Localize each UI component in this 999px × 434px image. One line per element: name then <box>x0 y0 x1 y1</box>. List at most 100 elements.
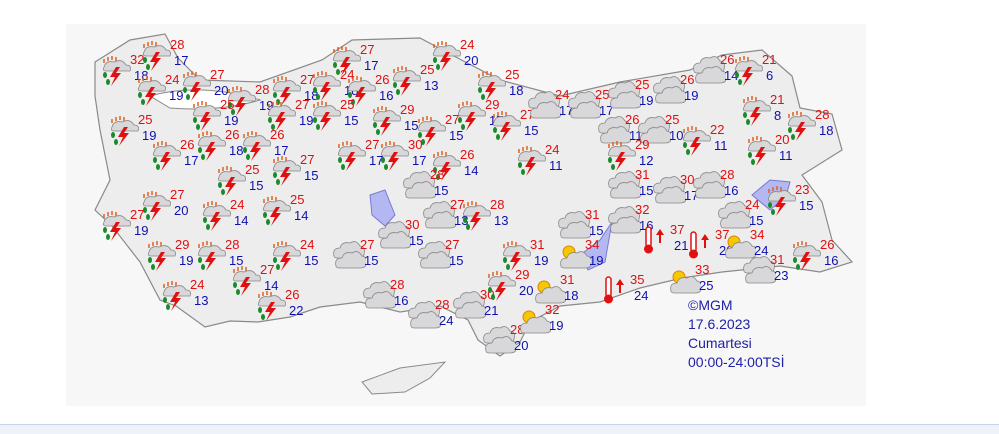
weather-station: 32 18 <box>100 52 152 89</box>
weather-station: 27 17 <box>330 42 382 79</box>
date-label: 17.6.2023 <box>688 316 751 332</box>
max-temp: 27 <box>260 262 275 277</box>
min-temp: 16 <box>824 253 839 268</box>
weather-station: 24 19 <box>135 72 187 109</box>
cloudy-icon <box>608 81 641 109</box>
weather-station: 26 18 <box>195 127 247 164</box>
cloudy-icon <box>483 326 516 354</box>
max-temp: 27 <box>360 42 375 57</box>
cloudy-icon <box>408 301 441 329</box>
weather-station: 34 19 <box>555 237 607 274</box>
max-temp: 29 <box>515 267 530 282</box>
weather-station: 26 14 <box>430 147 482 184</box>
thunderstorm-rain-icon <box>202 201 231 231</box>
thunderstorm-rain-icon <box>337 141 366 171</box>
weather-station: 26 16 <box>345 72 397 109</box>
thunderstorm-rain-icon <box>267 101 296 131</box>
thunderstorm-rain-icon <box>487 271 516 301</box>
weather-station: 25 15 <box>215 162 267 199</box>
max-temp: 23 <box>795 182 810 197</box>
thunderstorm-rain-icon <box>102 211 131 241</box>
day-label: Cumartesi <box>688 335 752 351</box>
max-temp: 28 <box>255 82 270 97</box>
thunderstorm-rain-icon <box>312 71 341 101</box>
min-temp: 24 <box>634 288 649 303</box>
weather-station: 24 17 <box>525 87 577 124</box>
min-temp: 15 <box>249 178 264 193</box>
cloudy-icon <box>378 221 411 249</box>
min-temp: 16 <box>394 293 409 308</box>
max-temp: 26 <box>285 287 300 302</box>
weather-station: 31 19 <box>500 237 552 274</box>
weather-station: 27 17 <box>335 137 387 174</box>
max-temp: 26 <box>625 112 640 127</box>
weather-station: 25 14 <box>260 192 312 229</box>
weather-station: 28 15 <box>195 237 247 274</box>
weather-station: 30 15 <box>375 217 427 254</box>
max-temp: 25 <box>340 97 355 112</box>
weather-station: 27 20 <box>180 67 232 104</box>
thunderstorm-rain-icon <box>502 241 531 271</box>
min-temp: 17 <box>274 143 289 158</box>
thunderstorm-rain-icon <box>232 266 261 296</box>
thunderstorm-rain-icon <box>332 46 361 76</box>
weather-station: 26 16 <box>790 237 842 274</box>
thunderstorm-rain-icon <box>492 111 521 141</box>
min-temp: 21 <box>674 238 689 253</box>
min-temp: 15 <box>589 223 604 238</box>
weather-station: 25 19 <box>605 77 657 114</box>
thunderstorm-rain-icon <box>142 41 171 71</box>
max-temp: 28 <box>390 277 405 292</box>
max-temp: 29 <box>175 237 190 252</box>
thunderstorm-rain-icon <box>102 56 131 86</box>
weather-station: 28 24 <box>405 297 457 334</box>
min-temp: 17 <box>369 153 384 168</box>
cloudy-icon <box>528 91 561 119</box>
min-temp: 24 <box>439 313 454 328</box>
thunderstorm-rain-icon <box>217 166 246 196</box>
max-temp: 37 <box>715 227 730 242</box>
weather-station: 21 6 <box>732 52 784 89</box>
thunderstorm-rain-icon <box>182 71 211 101</box>
cloudy-icon <box>743 256 776 284</box>
thunderstorm-rain-icon <box>682 126 711 156</box>
min-temp: 13 <box>454 213 469 228</box>
cloudy-icon <box>653 176 686 204</box>
partly-cloudy-icon <box>560 245 591 269</box>
min-temp: 19 <box>142 128 157 143</box>
max-temp: 25 <box>665 112 680 127</box>
cloudy-icon <box>693 171 726 199</box>
partly-cloudy-icon <box>670 270 701 294</box>
weather-station: 25 18 <box>475 67 527 104</box>
min-temp: 18 <box>229 143 244 158</box>
cloudy-icon <box>333 241 366 269</box>
min-temp: 8 <box>774 108 782 123</box>
min-temp: 14 <box>464 163 479 178</box>
weather-station: 31 18 <box>530 272 582 309</box>
min-temp: 14 <box>724 68 739 83</box>
weather-station: 31 23 <box>740 252 792 289</box>
thunderstorm-rain-icon <box>767 186 796 216</box>
weather-station: 24 15 <box>715 197 767 234</box>
weather-station: 25 15 <box>310 97 362 134</box>
min-temp: 11 <box>714 138 728 153</box>
max-temp: 24 <box>300 237 315 252</box>
weather-station: 26 22 <box>255 287 307 324</box>
max-temp: 28 <box>490 197 505 212</box>
min-temp: 16 <box>379 88 394 103</box>
partly-cloudy-icon <box>535 280 566 304</box>
weather-station: 27 15 <box>270 152 322 189</box>
thunderstorm-rain-icon <box>517 146 546 176</box>
thunderstorm-rain-icon <box>262 196 291 226</box>
min-temp: 15 <box>434 183 449 198</box>
weather-station: 22 11 <box>680 122 732 159</box>
weather-station: 27 14 <box>230 262 282 299</box>
cloudy-icon <box>558 211 591 239</box>
max-temp: 27 <box>300 152 315 167</box>
min-temp: 19 <box>639 93 654 108</box>
max-temp: 25 <box>635 77 650 92</box>
thunderstorm-rain-icon <box>477 71 506 101</box>
min-temp: 13 <box>494 213 509 228</box>
cloudy-icon <box>598 116 631 144</box>
min-temp: 18 <box>509 83 524 98</box>
